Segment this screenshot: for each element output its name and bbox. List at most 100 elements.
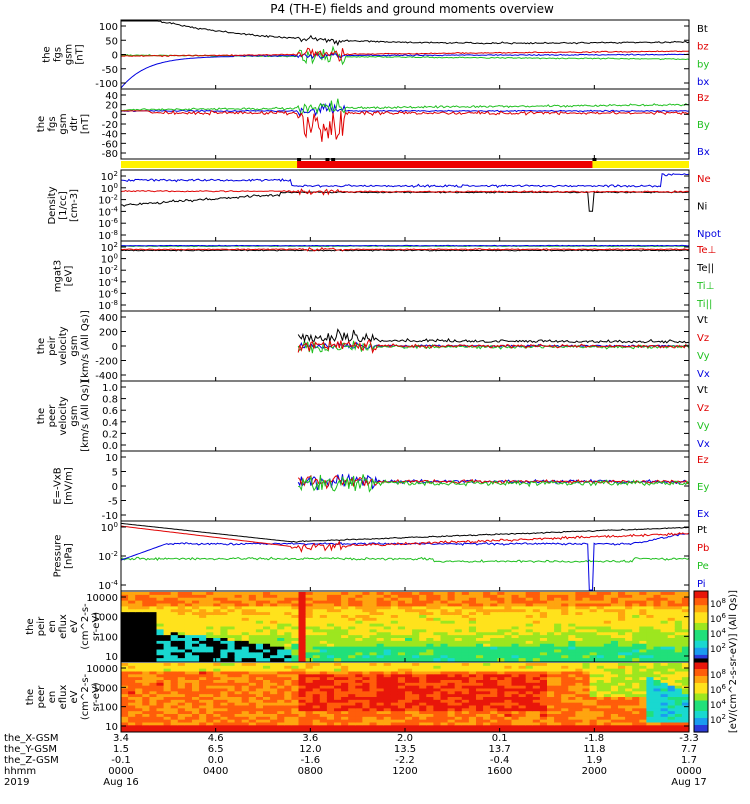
spectrogram-cell [390,626,399,630]
spectrogram-cell [270,655,278,659]
spectrogram-cell [149,592,158,596]
spectrogram-cell [149,655,158,659]
spectrogram-cell [468,606,477,610]
spectrogram-cell [170,603,179,607]
colorbar-tick-label: 104 [710,698,726,711]
spectrogram-cell [263,655,271,659]
spectrogram-cell [234,697,243,701]
spectrogram-cell [284,699,292,704]
spectrogram-cell [433,640,442,645]
spectrogram-cell [525,620,534,625]
spectrogram-cell [142,612,150,616]
spectrogram-cell [632,685,640,690]
spectrogram-cell [192,725,200,729]
spectrogram-cell [461,615,470,619]
spectrogram-cell [270,682,278,687]
spectrogram-cell [433,674,442,678]
spectrogram-cell [646,600,655,605]
spectrogram-cell [440,635,449,639]
spectrogram-cell [468,668,477,673]
spectrogram-cell [610,606,619,610]
spectrogram-cell [454,699,463,704]
spectrogram-cell [135,623,143,628]
spectrogram-cell [213,638,221,642]
spectrogram-cell [468,699,477,704]
spectrogram-cell [312,719,321,724]
spectrogram-cell [419,697,427,701]
spectrogram-cell [646,694,655,698]
spectrogram-cell [667,646,676,651]
time-row-label: the_Y-GSM [4,744,57,755]
spectrogram-cell [618,606,626,610]
spectrogram-cell [121,629,129,633]
spectrogram-cell [298,606,307,610]
spectrogram-cell [532,674,541,678]
spectrogram-cell [426,617,434,622]
spectrogram-cell [667,699,676,704]
spectrogram-cell [355,635,363,639]
spectrogram-cell [163,682,172,687]
spectrogram-cell [618,699,626,704]
spectrogram-cell [192,722,200,726]
spectrogram-cell [128,699,136,704]
spectrogram-cell [369,600,378,605]
spectrogram-cell [610,620,619,625]
spectrogram-cell [547,728,555,732]
spectrogram-cell [348,697,356,701]
spectrogram-cell [326,685,335,690]
spectrogram-cell [674,635,683,639]
spectrogram-cell [504,725,513,729]
spectrogram-cell [497,719,505,724]
spectrogram-cell [241,615,250,619]
spectrogram-cell [497,600,505,605]
spectrogram-cell [220,725,229,729]
spectrogram-cell [220,629,229,633]
spectrogram-cell [674,691,683,695]
y-tick-label: 400 [99,313,118,324]
spectrogram-cell [220,655,229,659]
spectrogram-cell [177,677,186,681]
spectrogram-cell [319,677,328,681]
spectrogram-cell [284,725,292,729]
spectrogram-cell [618,677,626,681]
spectrogram-cell [532,711,541,715]
spectrogram-cell [554,600,562,605]
spectrogram-cell [497,711,505,715]
spectrogram-cell [596,694,605,698]
spectrogram-cell [483,671,491,675]
spectrogram-cell [497,612,505,616]
spectrogram-cell [156,680,165,684]
spectrogram-cell [170,643,179,648]
spectrogram-cell [177,592,186,596]
spectrogram-cell [263,594,271,599]
spectrogram-cell [206,615,214,619]
spectrogram-cell [539,725,548,729]
spectrogram-cell [405,682,413,687]
spectrogram-cell [348,702,356,707]
spectrogram-cell [326,597,335,602]
spectrogram-cell [284,702,292,707]
spectrogram-cell [461,725,470,729]
colorbar-cell [694,693,708,698]
spectrogram-cell [667,663,676,667]
spectrogram-cell [525,688,534,692]
spectrogram-cell [674,725,683,729]
spectrogram-cell [149,694,158,698]
spectrogram-cell [426,708,434,712]
spectrogram-cell [192,606,200,610]
spectrogram-cell [291,668,300,673]
spectrogram-cell [326,702,335,707]
y-axis-label: mgat3 [eV] [53,260,75,293]
spectrogram-cell [490,615,498,619]
spectrogram-cell [646,685,655,690]
spectrogram-cell [192,626,200,630]
spectrogram-cell [142,668,150,673]
spectrogram-cell [355,646,363,651]
spectrogram-cell [504,665,513,670]
spectrogram-cell [220,606,229,610]
spectrogram-cell [128,691,136,695]
y-axis-label: the peer en eflux eV (cm^2-s-sr-eV) [25,673,102,720]
spectrogram-cell [121,643,129,648]
spectrogram-cell [525,600,534,605]
spectrogram-cell [504,677,513,681]
